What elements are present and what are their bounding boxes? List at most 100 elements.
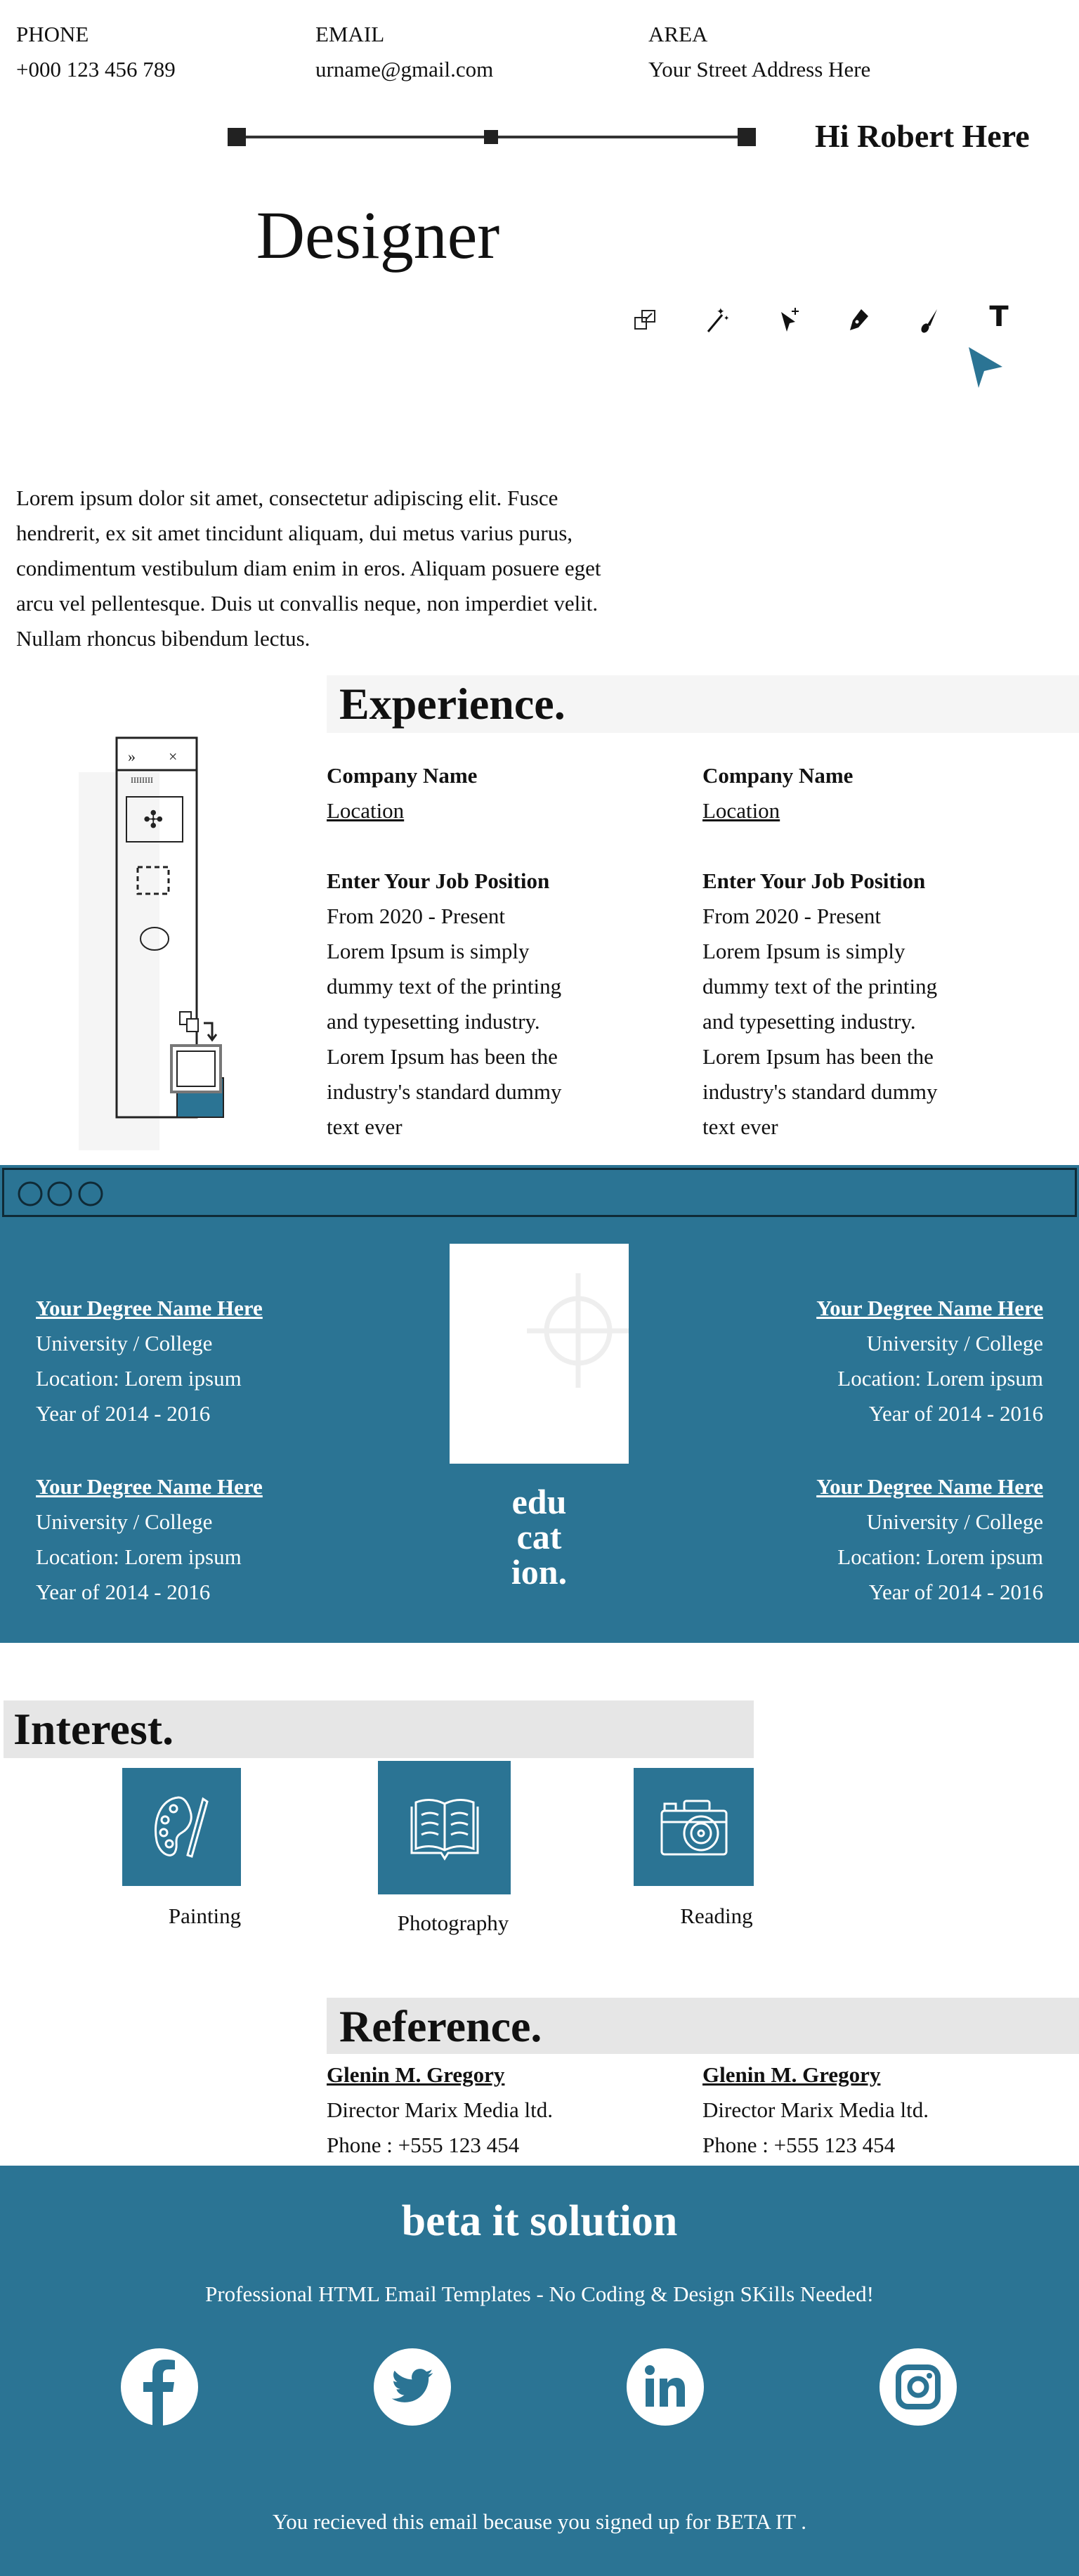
education-heading-line: edu — [511, 1482, 567, 1521]
tools-panel-illustration: » × IIIIIIII ✣ — [115, 736, 224, 1119]
svg-text:»: » — [128, 748, 136, 765]
degree-link[interactable]: Your Degree Name Here — [36, 1296, 263, 1320]
experience-heading: Experience. — [339, 679, 565, 729]
interest-heading-bar: Interest. — [4, 1700, 754, 1758]
school: University / College — [36, 1509, 213, 1534]
job-desc-line: text ever — [327, 1114, 403, 1139]
area-value: Your Street Address Here — [648, 57, 871, 82]
instagram-icon[interactable] — [879, 2348, 957, 2426]
job-position: Enter Your Job Position — [702, 869, 926, 893]
job-desc-line: Lorem Ipsum has been the — [327, 1044, 558, 1069]
location: Location: Lorem ipsum — [36, 1366, 242, 1391]
interest-tile-photography — [378, 1761, 511, 1894]
area-label: AREA — [648, 22, 708, 46]
book-icon — [410, 1799, 478, 1861]
job-desc-line: Lorem Ipsum is simply — [702, 939, 905, 963]
linkedin-icon[interactable] — [627, 2348, 704, 2426]
reference-role: Director Marix Media ltd. — [702, 2097, 929, 2122]
email-label: EMAIL — [315, 22, 385, 46]
phone-label: PHONE — [16, 22, 89, 46]
job-desc-line: and typesetting industry. — [327, 1009, 540, 1034]
reference-heading-bar: Reference. — [327, 1998, 1079, 2054]
degree-link[interactable]: Your Degree Name Here — [816, 1474, 1043, 1499]
job-position: Enter Your Job Position — [327, 869, 550, 893]
crosshair-icon — [527, 1273, 629, 1388]
education-image — [450, 1244, 629, 1464]
email-value[interactable]: urname@gmail.com — [315, 57, 494, 82]
job-desc-line: industry's standard dummy — [702, 1079, 938, 1104]
decor-strip — [79, 772, 159, 1150]
years: Year of 2014 - 2016 — [36, 1401, 211, 1426]
reference-name[interactable]: Glenin M. Gregory — [327, 2062, 505, 2087]
job-desc-line: Lorem Ipsum is simply — [327, 939, 530, 963]
education-heading: edu cat ion. — [450, 1484, 629, 1589]
svg-text:✦: ✦ — [717, 307, 725, 318]
reference-role: Director Marix Media ltd. — [327, 2097, 553, 2122]
brush-icon — [921, 309, 937, 333]
experience-item: Company Name Location Enter Your Job Pos… — [327, 758, 562, 1145]
education-heading-line: ion. — [511, 1552, 568, 1592]
footer-tagline: Professional HTML Email Templates - No C… — [205, 2282, 874, 2306]
degree-link[interactable]: Your Degree Name Here — [36, 1474, 263, 1499]
palette-icon — [154, 1796, 209, 1858]
school: University / College — [866, 1509, 1043, 1534]
window-bar — [2, 1168, 1077, 1217]
job-desc-line: dummy text of the printing — [702, 974, 938, 998]
location-link[interactable]: Location — [327, 798, 405, 823]
reference-phone: Phone : +555 123 454 — [702, 2133, 896, 2157]
interest-tile-painting — [122, 1768, 241, 1886]
job-desc-line: Lorem Ipsum has been the — [702, 1044, 934, 1069]
svg-text:✦: ✦ — [724, 315, 729, 323]
reference-item: Glenin M. Gregory Director Marix Media l… — [327, 2057, 553, 2163]
job-period: From 2020 - Present — [702, 904, 882, 928]
interest-label: Painting — [168, 1904, 242, 1928]
svg-text:✣: ✣ — [143, 807, 164, 833]
camera-icon — [660, 1800, 727, 1856]
svg-text:×: × — [169, 748, 177, 765]
job-desc-line: industry's standard dummy — [327, 1079, 562, 1104]
cursor-icon — [969, 347, 1002, 388]
years: Year of 2014 - 2016 — [868, 1401, 1043, 1426]
education-item: Your Degree Name Here University / Colle… — [816, 1291, 1043, 1431]
education-item: Your Degree Name Here University / Colle… — [816, 1469, 1043, 1610]
years: Year of 2014 - 2016 — [36, 1580, 211, 1604]
job-desc-line: text ever — [702, 1114, 778, 1139]
footer-notice: You recieved this email because you sign… — [272, 2509, 807, 2534]
twitter-icon[interactable] — [374, 2348, 451, 2426]
experience-item: Company Name Location Enter Your Job Pos… — [702, 758, 938, 1145]
location: Location: Lorem ipsum — [837, 1544, 1043, 1569]
direct-select-icon — [781, 308, 799, 332]
phone-value: +000 123 456 789 — [16, 57, 176, 82]
interest-heading: Interest. — [13, 1704, 174, 1754]
education-item: Your Degree Name Here University / Colle… — [36, 1469, 263, 1610]
job-desc-line: and typesetting industry. — [702, 1009, 916, 1034]
location: Location: Lorem ipsum — [837, 1366, 1043, 1391]
degree-link[interactable]: Your Degree Name Here — [816, 1296, 1043, 1320]
intro-paragraph: Lorem ipsum dolor sit amet, consectetur … — [16, 486, 601, 651]
transform-icon — [634, 310, 655, 330]
greeting: Hi Robert Here — [815, 118, 1030, 154]
reference-phone: Phone : +555 123 454 — [327, 2133, 520, 2157]
magic-wand-icon: ✦✦ — [707, 307, 729, 332]
footer-brand: beta it solution — [401, 2197, 678, 2245]
location: Location: Lorem ipsum — [36, 1544, 242, 1569]
interest-label: Reading — [680, 1904, 753, 1928]
facebook-icon[interactable] — [121, 2348, 198, 2426]
type-tool-icon: T — [989, 301, 1009, 333]
company-name: Company Name — [327, 763, 478, 788]
education-heading-line: cat — [516, 1517, 562, 1556]
reference-name[interactable]: Glenin M. Gregory — [702, 2062, 881, 2087]
pen-tool-icon — [850, 309, 868, 330]
school: University / College — [866, 1331, 1043, 1355]
experience-heading-bar: Experience. — [327, 675, 1079, 733]
window-controls-icon — [18, 1181, 103, 1206]
location-link[interactable]: Location — [702, 798, 780, 823]
svg-text:IIIIIIII: IIIIIIII — [131, 775, 153, 785]
reference-item: Glenin M. Gregory Director Marix Media l… — [702, 2057, 929, 2163]
page-title: Designer — [256, 197, 500, 273]
school: University / College — [36, 1331, 213, 1355]
company-name: Company Name — [702, 763, 854, 788]
job-period: From 2020 - Present — [327, 904, 506, 928]
interest-label: Photography — [397, 1911, 509, 1935]
reference-heading: Reference. — [339, 2001, 542, 2051]
